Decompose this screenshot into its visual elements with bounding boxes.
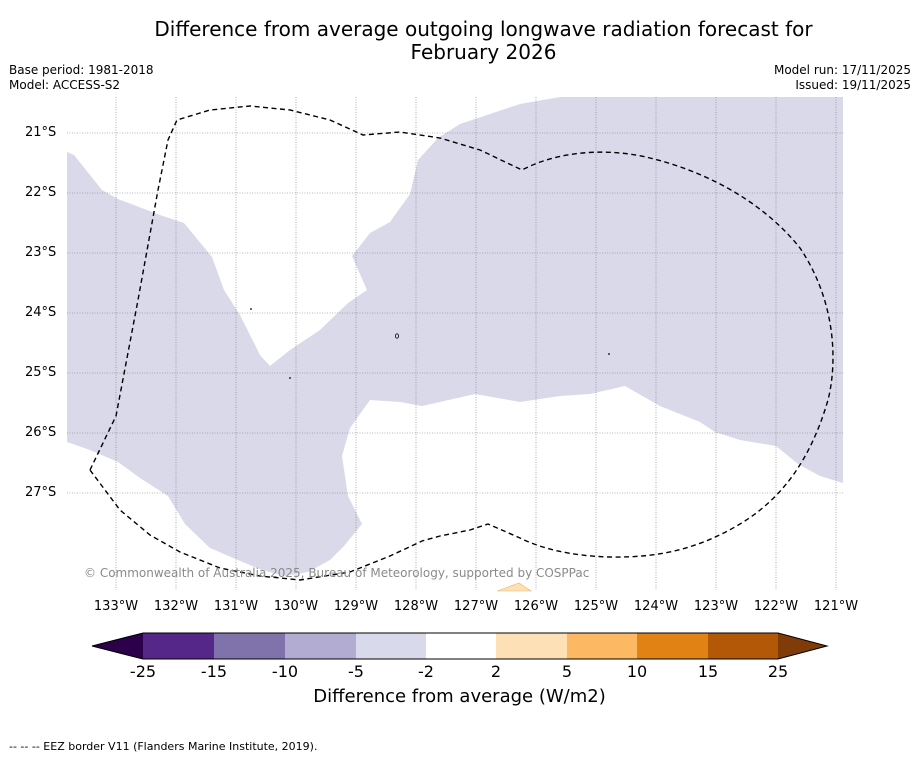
meta-left: Base period: 1981-2018 Model: ACCESS-S2 [9,63,154,93]
colorbar-extend-low [92,633,143,659]
lon-label: 129°W [333,599,379,614]
colorbar-segment [285,633,356,659]
colorbar-segment [143,633,214,659]
lat-label: 24°S [25,305,57,320]
above-average-patch [496,582,532,592]
model-text: Model: ACCESS-S2 [9,78,121,92]
lon-label: 126°W [513,599,559,614]
lat-label: 21°S [25,125,57,140]
colorbar [91,632,829,660]
lon-label: 125°W [573,599,619,614]
lon-label: 123°W [693,599,739,614]
lon-label: 133°W [93,599,139,614]
colorbar-segment [637,633,708,659]
longitude-gridlines [115,97,837,590]
colorbar-tick-label: -5 [348,662,364,681]
lat-label: 22°S [25,185,57,200]
lon-label: 131°W [213,599,259,614]
island-marker [394,333,399,339]
colorbar-segment [356,633,426,659]
colorbar-outline [91,632,829,660]
lon-label: 121°W [813,599,859,614]
lat-label: 26°S [25,425,57,440]
colorbar-tick-label: 2 [490,662,502,681]
lat-label: 25°S [25,365,57,380]
colorbar-tick-label: -25 [129,662,157,681]
lon-label: 128°W [393,599,439,614]
base-period-text: Base period: 1981-2018 [9,63,154,77]
latitude-gridlines [67,132,843,494]
island-marker [250,308,252,310]
issued-text: Issued: 19/11/2025 [795,78,911,92]
colorbar-tick-label: -15 [200,662,228,681]
title-line-1: Difference from average outgoing longwav… [154,17,813,41]
colorbar-segment [496,633,567,659]
colorbar-segment [708,633,778,659]
colorbar-tick-label: -2 [418,662,434,681]
colorbar-segment [567,633,637,659]
eez-legend: -- -- -- EEZ border V11 (Flanders Marine… [9,740,318,753]
colorbar-extend-high [778,633,827,659]
lat-label: 27°S [25,485,57,500]
colorbar-segment [426,633,496,659]
colorbar-tick-label: 15 [697,662,719,681]
colorbar-tick-label: 25 [767,662,789,681]
colorbar-tick-label: -10 [271,662,299,681]
chart-title: Difference from average outgoing longwav… [0,18,919,64]
meta-right: Model run: 17/11/2025 Issued: 19/11/2025 [774,63,911,93]
colorbar-segment [214,633,285,659]
lon-label: 132°W [153,599,199,614]
colorbar-tick-label: 5 [561,662,573,681]
colorbar-title: Difference from average (W/m2) [313,686,606,707]
lon-label: 124°W [633,599,679,614]
lon-label: 122°W [753,599,799,614]
lon-label: 130°W [273,599,319,614]
lon-label: 127°W [453,599,499,614]
below-average-region [67,97,843,576]
island-marker [289,377,291,379]
title-line-2: February 2026 [410,40,557,64]
island-marker [608,353,610,355]
eez-border [89,105,834,581]
model-run-text: Model run: 17/11/2025 [773,63,911,77]
copyright-notice: © Commonwealth of Australia 2025, Bureau… [84,566,590,580]
colorbar-tick-label: 10 [626,662,648,681]
lat-label: 23°S [25,245,57,260]
